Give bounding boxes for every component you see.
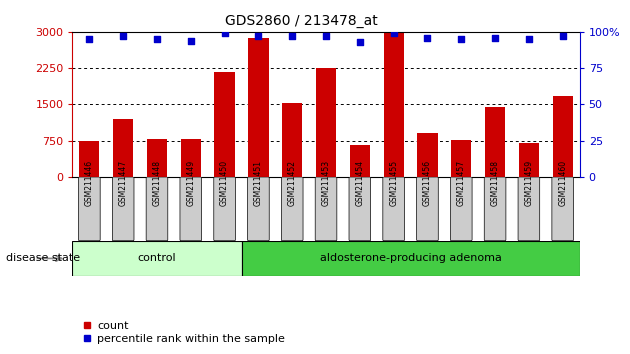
Text: GSM211454: GSM211454: [355, 160, 364, 206]
Bar: [350, 145, 370, 177]
Text: GSM211451: GSM211451: [254, 160, 263, 206]
Point: [287, 33, 297, 39]
Point: [220, 30, 230, 36]
Text: disease state: disease state: [6, 253, 81, 263]
Point: [490, 35, 500, 40]
Bar: [282, 103, 302, 177]
FancyBboxPatch shape: [112, 177, 134, 241]
Point: [558, 33, 568, 39]
Bar: [181, 139, 201, 177]
Point: [186, 38, 196, 44]
FancyBboxPatch shape: [518, 177, 540, 241]
FancyBboxPatch shape: [349, 177, 370, 241]
FancyBboxPatch shape: [282, 177, 303, 241]
FancyBboxPatch shape: [552, 177, 573, 241]
Bar: [485, 107, 505, 177]
Point: [84, 36, 94, 42]
Text: GSM211446: GSM211446: [85, 160, 94, 206]
Text: GSM211458: GSM211458: [491, 160, 500, 206]
FancyBboxPatch shape: [248, 177, 269, 241]
FancyBboxPatch shape: [146, 177, 168, 241]
FancyBboxPatch shape: [315, 177, 337, 241]
Bar: [113, 119, 134, 177]
Point: [389, 30, 399, 36]
Text: GSM211459: GSM211459: [524, 160, 534, 206]
Bar: [553, 96, 573, 177]
Point: [524, 36, 534, 42]
Text: GSM211447: GSM211447: [118, 160, 128, 206]
FancyBboxPatch shape: [450, 177, 472, 241]
FancyBboxPatch shape: [214, 177, 236, 241]
Text: GSM211457: GSM211457: [457, 160, 466, 206]
Point: [152, 36, 162, 42]
Text: GSM211455: GSM211455: [389, 160, 398, 206]
Text: GSM211453: GSM211453: [321, 160, 331, 206]
Text: GSM211449: GSM211449: [186, 160, 195, 206]
Bar: [214, 72, 235, 177]
Text: GDS2860 / 213478_at: GDS2860 / 213478_at: [224, 14, 377, 28]
Text: GSM211448: GSM211448: [152, 160, 161, 206]
Bar: [241, 241, 580, 276]
Bar: [147, 139, 167, 177]
Text: GSM211460: GSM211460: [558, 160, 567, 206]
Point: [118, 33, 129, 39]
Point: [253, 33, 263, 39]
Bar: [384, 33, 404, 177]
Bar: [417, 133, 438, 177]
Text: aldosterone-producing adenoma: aldosterone-producing adenoma: [319, 253, 501, 263]
Bar: [518, 143, 539, 177]
FancyBboxPatch shape: [416, 177, 438, 241]
Legend: count, percentile rank within the sample: count, percentile rank within the sample: [78, 316, 289, 348]
Bar: [316, 68, 336, 177]
Text: GSM211456: GSM211456: [423, 160, 432, 206]
FancyBboxPatch shape: [383, 177, 404, 241]
Bar: [79, 141, 100, 177]
Point: [355, 39, 365, 45]
Text: GSM211452: GSM211452: [288, 160, 297, 206]
FancyBboxPatch shape: [484, 177, 506, 241]
FancyBboxPatch shape: [79, 177, 100, 241]
Point: [321, 33, 331, 39]
Bar: [72, 241, 241, 276]
FancyBboxPatch shape: [180, 177, 202, 241]
Bar: [248, 38, 268, 177]
Point: [456, 36, 466, 42]
Text: control: control: [138, 253, 176, 263]
Bar: [451, 140, 471, 177]
Point: [423, 35, 433, 40]
Text: GSM211450: GSM211450: [220, 160, 229, 206]
